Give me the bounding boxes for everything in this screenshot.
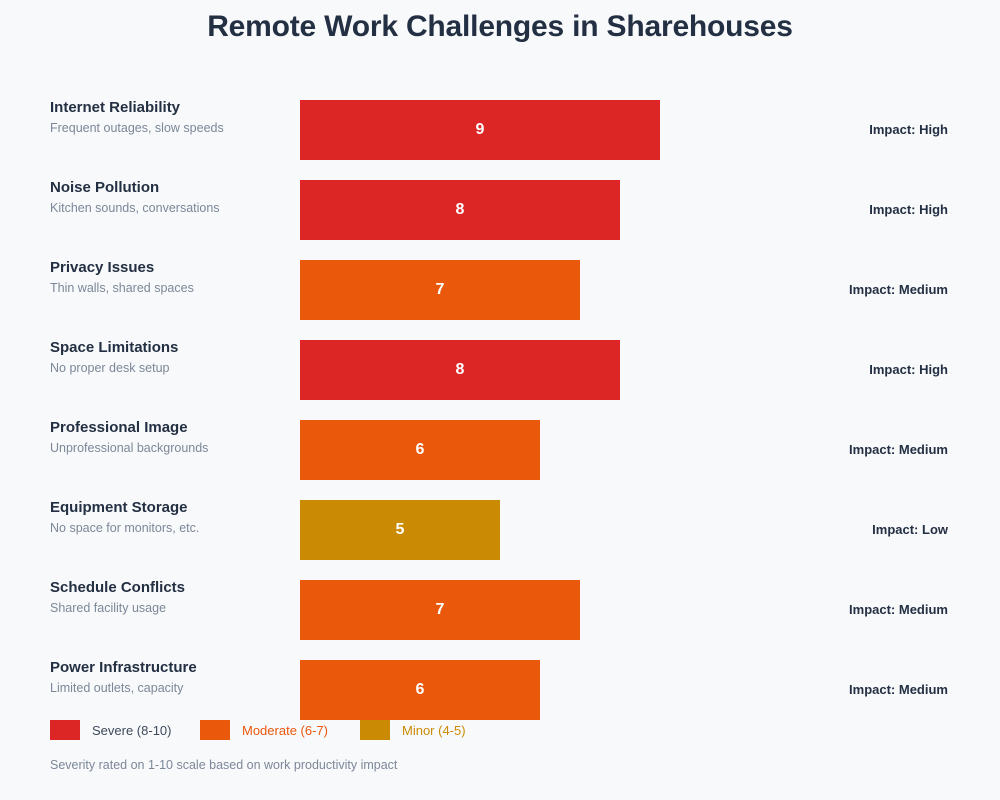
challenge-name: Professional Image: [50, 419, 188, 436]
legend-swatch: [360, 720, 390, 740]
challenge-name: Internet Reliability: [50, 99, 181, 116]
bar-value-label: 7: [435, 281, 445, 298]
bar-value-label: 6: [415, 681, 425, 698]
challenge-name: Schedule Conflicts: [50, 579, 186, 596]
legend-item: Moderate (6-7): [200, 720, 328, 740]
bar-value-label: 6: [415, 441, 425, 458]
severity-bar: 7: [300, 260, 580, 320]
table-row: Space Limitations No proper desk setup 8 Im…: [0, 339, 1000, 400]
impact-label: Impact: High: [869, 362, 948, 377]
row-label-group: Noise Pollution Kitchen sounds, conversat…: [50, 179, 290, 216]
bar-value-label: 7: [435, 601, 445, 618]
chart-footnote: Severity rated on 1-10 scale based on wo…: [50, 758, 398, 772]
severity-bar: 6: [300, 660, 540, 720]
row-label-group: Equipment Storage No space for monitors, …: [50, 499, 290, 536]
challenge-description: Shared facility usage: [50, 601, 167, 615]
severity-bar: 5: [300, 500, 500, 560]
row-label-group: Space Limitations No proper desk setup: [50, 339, 290, 376]
row-label-group: Schedule Conflicts Shared facility usage: [50, 579, 290, 616]
legend-item: Minor (4-5): [360, 720, 466, 740]
bar-value-label: 9: [475, 121, 485, 138]
severity-bar: 8: [300, 340, 620, 400]
bar-value-label: 8: [455, 201, 465, 218]
impact-label: Impact: Medium: [849, 682, 948, 697]
challenge-name: Space Limitations: [50, 339, 179, 356]
challenge-description: Unprofessional backgrounds: [50, 441, 209, 455]
page-title: Remote Work Challenges in Sharehouses: [207, 10, 793, 43]
challenge-description: Thin walls, shared spaces: [50, 281, 194, 295]
row-label-group: Privacy Issues Thin walls, shared spaces: [50, 259, 290, 296]
legend-swatch: [50, 720, 80, 740]
challenge-description: Kitchen sounds, conversations: [50, 201, 220, 215]
bar-value-label: 8: [455, 361, 465, 378]
impact-label: Impact: High: [869, 122, 948, 137]
challenge-description: No space for monitors, etc.: [50, 521, 200, 535]
row-label-group: Internet Reliability Frequent outages, sl…: [50, 99, 290, 136]
legend-item: Severe (8-10): [50, 720, 171, 740]
table-row: Professional Image Unprofessional backgro…: [0, 419, 1000, 480]
bar-value-label: 5: [395, 521, 405, 538]
challenge-description: No proper desk setup: [50, 361, 170, 375]
table-row: Internet Reliability Frequent outages, sl…: [0, 99, 1000, 160]
table-row: Schedule Conflicts Shared facility usage 7…: [0, 579, 1000, 640]
impact-label: Impact: High: [869, 202, 948, 217]
row-label-group: Power Infrastructure Limited outlets, cap…: [50, 659, 290, 696]
impact-label: Impact: Low: [872, 522, 948, 537]
row-label-group: Professional Image Unprofessional backgro…: [50, 419, 290, 456]
legend-label: Severe (8-10): [92, 722, 172, 738]
table-row: Power Infrastructure Limited outlets, cap…: [0, 659, 1000, 720]
impact-label: Impact: Medium: [849, 282, 948, 297]
legend-swatch: [200, 720, 230, 740]
challenge-description: Limited outlets, capacity: [50, 681, 184, 695]
impact-label: Impact: Medium: [849, 442, 948, 457]
severity-bar: 9: [300, 100, 660, 160]
severity-bar: 7: [300, 580, 580, 640]
challenge-name: Power Infrastructure: [50, 659, 197, 676]
impact-label: Impact: Medium: [849, 602, 948, 617]
challenge-description: Frequent outages, slow speeds: [50, 121, 224, 135]
severity-bar: 6: [300, 420, 540, 480]
legend-label: Minor (4-5): [402, 722, 466, 738]
table-row: Privacy Issues Thin walls, shared spaces 7…: [0, 259, 1000, 320]
challenge-name: Equipment Storage: [50, 499, 188, 516]
table-row: Noise Pollution Kitchen sounds, conversat…: [0, 179, 1000, 240]
challenge-name: Noise Pollution: [50, 179, 160, 196]
challenge-name: Privacy Issues: [50, 259, 155, 276]
table-row: Equipment Storage No space for monitors, …: [0, 499, 1000, 560]
severity-bar: 8: [300, 180, 620, 240]
legend-label: Moderate (6-7): [242, 722, 328, 738]
